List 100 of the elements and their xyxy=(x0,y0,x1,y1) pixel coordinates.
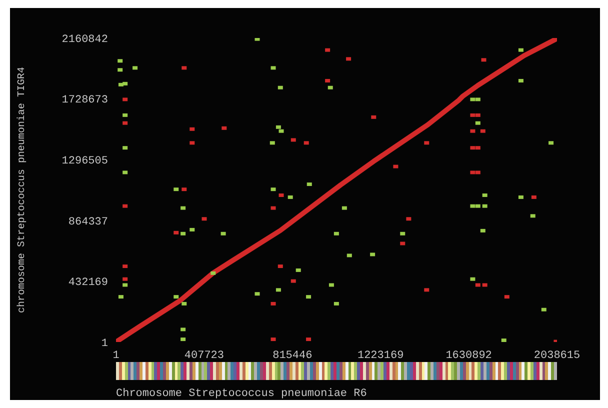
point xyxy=(371,115,376,119)
point xyxy=(393,164,398,168)
point xyxy=(278,264,283,268)
point xyxy=(470,204,476,208)
point xyxy=(370,252,376,256)
point xyxy=(276,288,281,292)
point xyxy=(270,188,276,192)
point xyxy=(190,228,195,232)
point xyxy=(406,217,412,221)
point xyxy=(480,129,486,133)
point xyxy=(278,193,284,197)
point xyxy=(122,283,128,287)
point xyxy=(541,308,546,312)
point xyxy=(174,188,179,192)
point xyxy=(122,98,128,102)
point xyxy=(122,170,128,174)
x-tick-label: 1630892 xyxy=(446,350,492,362)
point xyxy=(190,127,195,131)
point xyxy=(470,277,476,281)
point xyxy=(180,338,186,342)
x-tick-label: 2038615 xyxy=(534,350,580,362)
point xyxy=(482,283,488,287)
y-tick-label: 432169 xyxy=(68,277,108,290)
point xyxy=(220,232,226,236)
point xyxy=(346,57,352,61)
point xyxy=(325,48,330,52)
point xyxy=(276,125,281,129)
point xyxy=(278,129,284,133)
point xyxy=(400,242,406,246)
point xyxy=(290,279,296,283)
point xyxy=(306,338,312,342)
point xyxy=(530,214,536,218)
point xyxy=(482,193,488,197)
point xyxy=(475,283,480,287)
point xyxy=(531,195,536,199)
point xyxy=(475,204,480,208)
point xyxy=(518,195,524,199)
y-tick-label: 864337 xyxy=(68,216,108,228)
point xyxy=(270,206,276,210)
point xyxy=(470,98,476,102)
point xyxy=(278,86,283,90)
point xyxy=(518,78,524,82)
point xyxy=(122,82,128,86)
x-tick-label: 815446 xyxy=(272,350,312,362)
x-axis-title: Chromosome Streptococcus pneumoniae R6 xyxy=(116,388,367,400)
point xyxy=(306,182,312,186)
point xyxy=(254,292,260,296)
point xyxy=(342,206,347,210)
x-tick-label: 407723 xyxy=(184,350,224,362)
point xyxy=(288,195,293,199)
x-tick-label: 1 xyxy=(112,350,120,362)
point xyxy=(222,126,227,130)
y-tick-label: 1296505 xyxy=(62,156,108,168)
point xyxy=(122,204,128,208)
x-tick-label: 1223169 xyxy=(357,350,404,362)
point xyxy=(306,295,312,299)
point xyxy=(270,302,276,306)
point xyxy=(180,206,186,210)
point xyxy=(400,232,406,236)
point xyxy=(122,146,128,150)
point xyxy=(122,121,128,125)
point xyxy=(346,254,352,258)
point xyxy=(190,141,195,145)
point xyxy=(470,170,476,174)
point xyxy=(290,138,296,142)
point xyxy=(304,141,309,145)
point xyxy=(270,66,276,70)
point xyxy=(180,232,186,236)
point xyxy=(122,113,128,117)
point xyxy=(325,78,330,82)
point xyxy=(328,283,334,287)
point xyxy=(475,98,480,102)
point xyxy=(475,121,480,125)
point xyxy=(328,86,333,90)
point xyxy=(132,66,138,70)
point xyxy=(424,288,430,292)
point xyxy=(334,302,339,306)
point xyxy=(475,146,480,150)
point xyxy=(482,204,488,208)
point xyxy=(174,230,179,234)
point xyxy=(296,268,301,272)
point xyxy=(475,170,480,174)
point xyxy=(118,295,124,299)
point xyxy=(481,58,486,62)
point xyxy=(475,113,480,117)
point xyxy=(182,302,187,306)
point xyxy=(470,113,476,117)
y-axis-title: chromosome Streptococcus pneumoniae TIGR4 xyxy=(16,66,28,314)
point xyxy=(118,59,123,63)
point xyxy=(180,328,186,332)
point xyxy=(480,228,486,232)
point xyxy=(470,146,476,150)
point xyxy=(270,338,276,342)
point xyxy=(548,141,554,145)
point xyxy=(424,141,430,145)
y-tick-label: 2160842 xyxy=(62,34,108,46)
point xyxy=(504,295,510,299)
point xyxy=(122,277,128,281)
point xyxy=(470,129,476,133)
point xyxy=(518,48,524,52)
